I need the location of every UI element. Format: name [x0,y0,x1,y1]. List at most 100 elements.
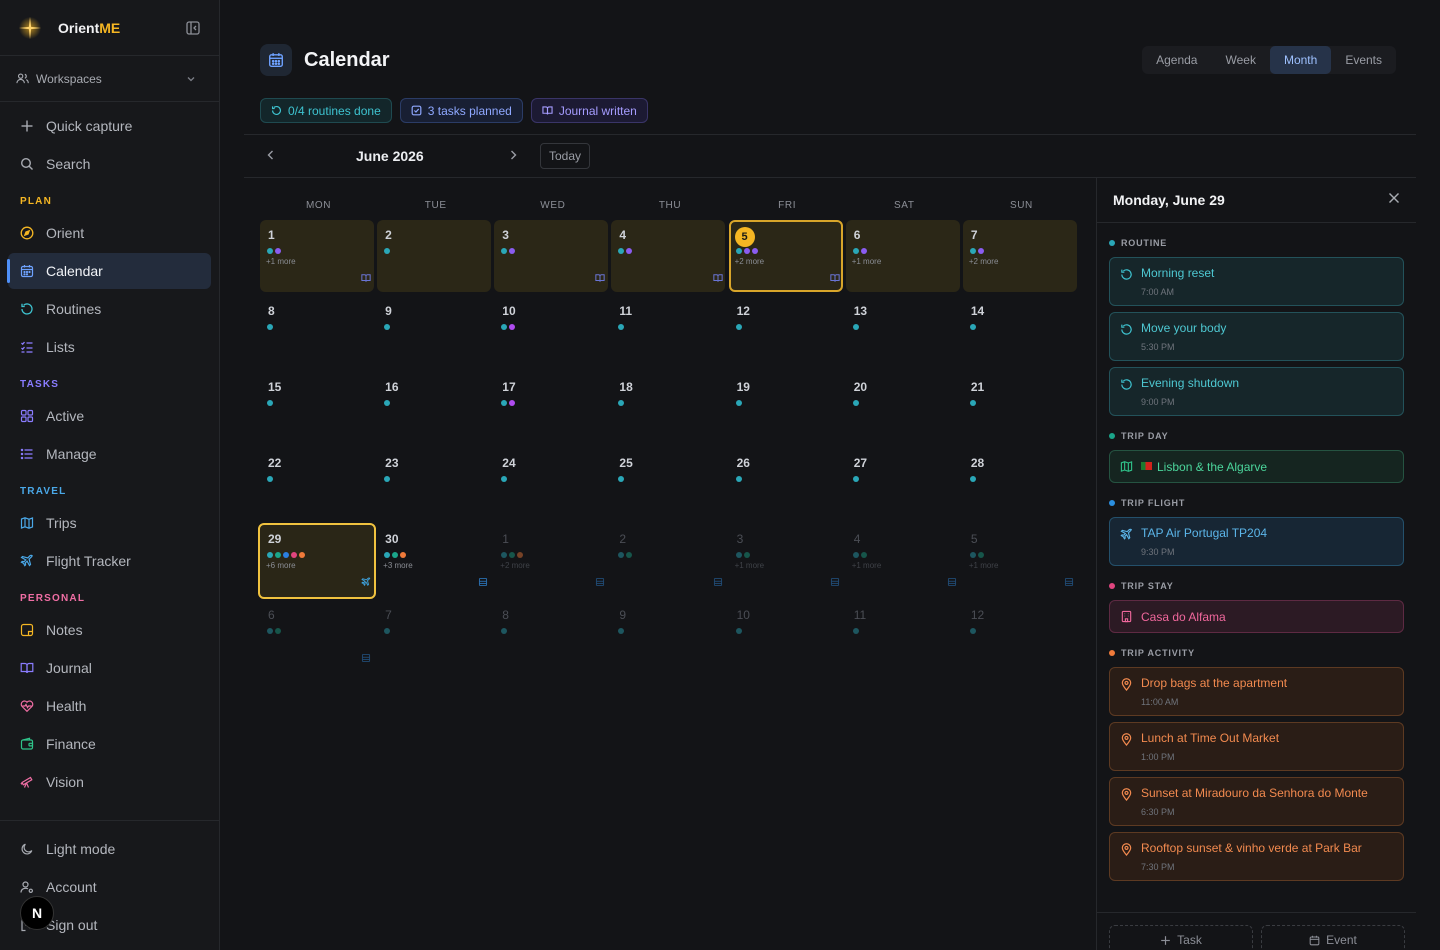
day-cell[interactable]: 11 [611,296,728,372]
day-cell[interactable]: 4 +1 more [846,524,963,600]
more-events-label[interactable]: +1 more [968,561,999,570]
activity-card[interactable]: Lunch at Time Out Market 1:00 PM [1109,722,1404,771]
tab-agenda[interactable]: Agenda [1156,53,1198,67]
day-cell[interactable]: 21 [963,372,1080,448]
collapse-sidebar-icon[interactable] [185,20,201,36]
routines-chip[interactable]: 0/4 routines done [260,98,392,123]
more-events-label[interactable]: +1 more [851,561,882,570]
sidebar-item-calendar[interactable]: Calendar [7,253,211,289]
day-cell[interactable]: 1 +1 more [260,220,377,296]
day-cell[interactable]: 8 [260,296,377,372]
tab-events[interactable]: Events [1345,53,1382,67]
routine-card[interactable]: Morning reset 7:00 AM [1109,257,1404,306]
event-dot [860,248,867,254]
day-cell[interactable]: 20 [846,372,963,448]
more-events-label[interactable]: +2 more [734,257,765,266]
day-cell[interactable]: 28 [963,448,1080,524]
day-cell[interactable]: 6 [260,600,377,676]
day-cell[interactable]: 7 +2 more [962,220,1080,296]
day-cell[interactable]: 9 [377,296,494,372]
sidebar-item-notes[interactable]: Notes [8,612,211,648]
page-header: Calendar [260,44,390,76]
today-button[interactable]: Today [540,143,591,169]
activity-card[interactable]: Rooftop sunset & vinho verde at Park Bar… [1109,832,1404,881]
more-events-label[interactable]: +3 more [383,561,413,570]
tab-week[interactable]: Week [1225,53,1256,67]
account-button[interactable]: Account [8,869,211,905]
routine-card[interactable]: Move your body 5:30 PM [1109,312,1404,361]
flight-card[interactable]: TAP Air Portugal TP204 9:30 PM [1109,517,1404,566]
day-cell[interactable]: 3 +1 more [729,524,846,600]
day-cell[interactable]: 23 [377,448,494,524]
day-cell[interactable]: 17 [494,372,611,448]
day-cell[interactable]: 5 +1 more [963,524,1080,600]
add-task-button[interactable]: Task [1109,925,1253,950]
tasks-chip[interactable]: 3 tasks planned [399,98,523,123]
event-dot [969,628,976,634]
light-mode-toggle[interactable]: Light mode [8,831,211,867]
close-panel-button[interactable] [1388,191,1400,209]
sidebar-item-active[interactable]: Active [8,398,211,434]
more-events-label[interactable]: +6 more [266,561,296,570]
day-cell[interactable]: 4 [611,220,728,296]
search-button[interactable]: Search [8,146,211,182]
day-cell[interactable]: 26 [729,448,846,524]
day-cell[interactable]: 5 +2 more [728,220,846,296]
day-cell[interactable]: 19 [729,372,846,448]
day-cell[interactable]: 7 [377,600,494,676]
day-cell[interactable]: 2 [611,524,728,600]
day-cell[interactable]: 18 [611,372,728,448]
day-cell[interactable]: 13 [846,296,963,372]
day-cell[interactable]: 12 [729,296,846,372]
day-cell[interactable]: 22 [260,448,377,524]
day-cell[interactable]: 24 [494,448,611,524]
routine-card[interactable]: Evening shutdown 9:00 PM [1109,367,1404,416]
more-events-label[interactable]: +2 more [500,561,530,570]
sidebar-item-manage[interactable]: Manage [8,436,211,472]
day-cell[interactable]: 14 [963,296,1080,372]
prev-month-button[interactable] [264,148,278,167]
sidebar-item-finance[interactable]: Finance [8,726,211,762]
activity-card[interactable]: Sunset at Miradouro da Senhora do Monte 6… [1109,777,1404,826]
stay-card[interactable]: Casa do Alfama [1109,600,1404,633]
day-cell[interactable]: 10 [729,600,846,676]
tab-month[interactable]: Month [1269,46,1332,74]
day-cell[interactable]: 15 [260,372,377,448]
activity-card[interactable]: Drop bags at the apartment 11:00 AM [1109,667,1404,716]
sidebar-item-routines[interactable]: Routines [8,291,211,327]
day-cell[interactable]: 25 [611,448,728,524]
day-cell[interactable]: 29 +6 more [258,523,377,600]
quick-capture-button[interactable]: Quick capture [8,108,211,144]
day-cell[interactable]: 1 +2 more [494,524,611,600]
more-events-label[interactable]: +1 more [851,257,882,266]
day-cell[interactable]: 11 [846,600,963,676]
more-events-label[interactable]: +1 more [266,257,296,266]
add-event-button[interactable]: Event [1261,925,1405,950]
workspaces-dropdown[interactable]: Workspaces [0,56,219,102]
day-cell[interactable]: 9 [611,600,728,676]
day-cell[interactable]: 8 [494,600,611,676]
trip-day-title: Lisbon & the Algarve [1157,459,1268,474]
dev-badge[interactable]: N [20,896,54,930]
day-cell[interactable]: 6 +1 more [845,220,963,296]
sidebar-item-trips[interactable]: Trips [8,505,211,541]
day-cell[interactable]: 16 [377,372,494,448]
sidebar-item-flight-tracker[interactable]: Flight Tracker [8,543,211,579]
day-cell[interactable]: 27 [846,448,963,524]
more-events-label[interactable]: +1 more [734,561,765,570]
next-month-button[interactable] [506,148,520,167]
more-events-label[interactable]: +2 more [968,257,999,266]
sidebar-item-orient[interactable]: Orient [8,215,211,251]
sidebar-item-journal[interactable]: Journal [8,650,211,686]
trip-day-card[interactable]: Lisbon & the Algarve [1109,450,1404,483]
journal-chip[interactable]: Journal written [530,98,648,123]
sidebar-item-lists[interactable]: Lists [8,329,211,365]
event-dot [969,324,976,330]
day-cell[interactable]: 10 [494,296,611,372]
day-cell[interactable]: 2 [377,220,494,296]
day-cell[interactable]: 3 [494,220,611,296]
sidebar-item-vision[interactable]: Vision [8,764,211,800]
day-cell[interactable]: 12 [963,600,1080,676]
day-cell[interactable]: 30 +3 more [377,524,494,600]
sidebar-item-health[interactable]: Health [8,688,211,724]
